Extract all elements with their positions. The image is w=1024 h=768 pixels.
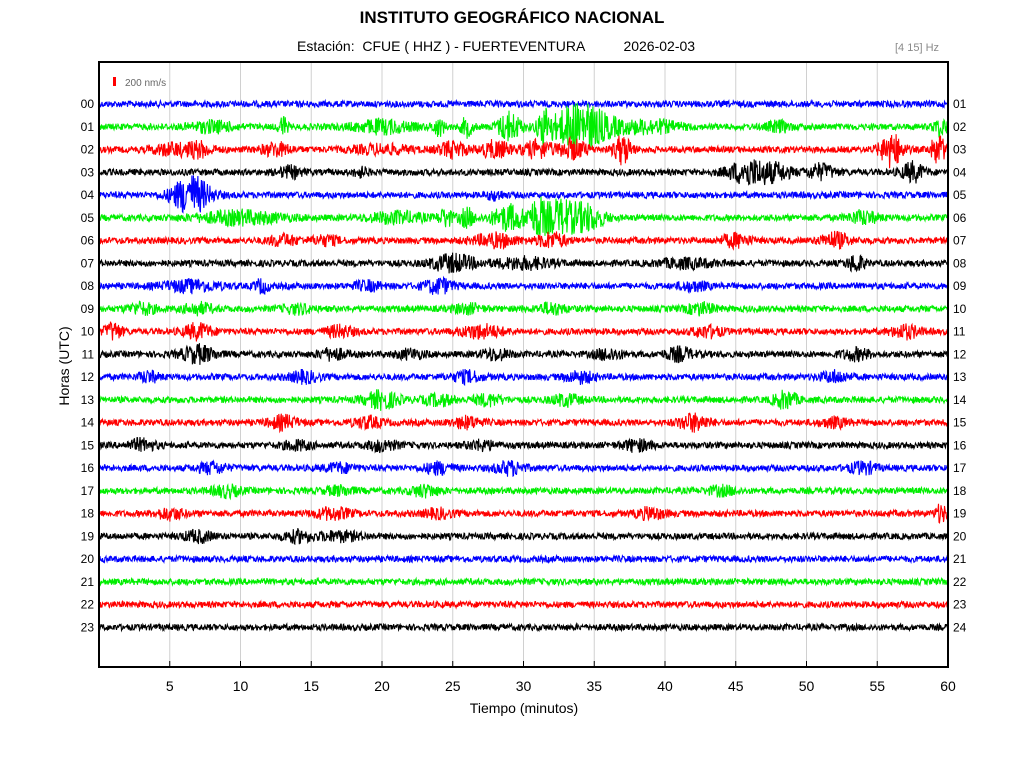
hour-label-right: 17: [953, 461, 967, 475]
hour-label-left: 13: [81, 393, 95, 407]
scale-bar: [113, 77, 116, 86]
hour-label-right: 01: [953, 97, 967, 111]
hour-label-left: 05: [81, 211, 95, 225]
hour-label-left: 08: [81, 279, 95, 293]
trace-hour-11: [98, 343, 949, 365]
trace-hour-04: [98, 175, 949, 214]
hour-label-right: 18: [953, 484, 967, 498]
trace-hour-02: [99, 134, 949, 169]
seismic-traces: [98, 98, 949, 633]
hour-label-left: 12: [81, 370, 95, 384]
trace-hour-17: [98, 483, 949, 501]
hour-label-right: 19: [953, 507, 967, 521]
trace-hour-06: [98, 230, 949, 251]
x-tick-label: 45: [728, 678, 744, 694]
hour-label-right: 15: [953, 416, 967, 430]
hour-label-left: 18: [81, 507, 95, 521]
x-axis-label: Tiempo (minutos): [469, 700, 579, 716]
hour-label-right: 10: [953, 302, 967, 316]
hour-label-left: 22: [81, 598, 95, 612]
hour-label-right: 06: [953, 211, 967, 225]
hour-label-right: 09: [953, 279, 967, 293]
hour-label-left: 10: [81, 325, 95, 339]
chart-title: INSTITUTO GEOGRÁFICO NACIONAL: [359, 8, 665, 27]
grid-lines: [169, 62, 878, 667]
trace-hour-09: [98, 300, 949, 317]
hour-label-right: 11: [953, 325, 966, 339]
x-tick-label: 30: [516, 678, 532, 694]
hour-label-right: 22: [953, 575, 967, 589]
trace-hour-01: [98, 103, 949, 153]
amplitude-scale: 200 nm/s: [113, 77, 166, 89]
hour-label-left: 20: [81, 552, 95, 566]
trace-hour-07: [98, 252, 949, 274]
right-hour-labels: 01 02 03 04 05 06 07 08 09 10 11 12 13 14 15 16 17 18 19 20…: [953, 97, 967, 634]
hour-label-left: 14: [81, 416, 95, 430]
x-tick-label: 20: [374, 678, 390, 694]
hour-label-left: 23: [81, 620, 95, 634]
hour-label-right: 05: [953, 188, 967, 202]
hour-label-left: 21: [81, 575, 95, 589]
hour-label-left: 17: [81, 484, 95, 498]
station-subtitle: Estación: CFUE ( HHZ ) - FUERTEVENTURA 2…: [297, 38, 696, 54]
hour-label-left: 01: [81, 120, 95, 134]
x-tick-label: 10: [233, 678, 249, 694]
hour-label-right: 07: [953, 234, 967, 248]
hour-label-left: 19: [81, 529, 95, 543]
hour-label-left: 03: [81, 165, 95, 179]
hour-label-left: 07: [81, 256, 95, 270]
x-tick-label: 15: [303, 678, 319, 694]
left-hour-labels: 00 01 02 03 04 05 06 07 08 09 10 11 12 13 14 15 16 17 18 19…: [81, 97, 95, 634]
hour-label-right: 02: [953, 120, 967, 134]
trace-hour-20: [98, 553, 949, 565]
hour-label-left: 09: [81, 302, 95, 316]
x-tick-label: 40: [657, 678, 673, 694]
hour-label-right: 24: [953, 620, 967, 634]
trace-hour-16: [98, 459, 949, 477]
trace-hour-23: [98, 621, 949, 633]
scale-label: 200 nm/s: [125, 78, 166, 89]
hour-label-left: 16: [81, 461, 95, 475]
trace-hour-14: [98, 412, 949, 434]
hour-label-right: 16: [953, 438, 967, 452]
hour-label-left: 06: [81, 234, 95, 248]
trace-hour-19: [98, 528, 949, 546]
trace-hour-13: [99, 389, 949, 411]
trace-hour-05: [98, 196, 949, 236]
trace-hour-12: [98, 368, 949, 387]
trace-hour-15: [98, 437, 949, 454]
x-tick-label: 60: [940, 678, 956, 694]
trace-hour-00: [98, 98, 949, 110]
hour-label-right: 20: [953, 529, 967, 543]
hour-label-right: 13: [953, 370, 967, 384]
trace-hour-18: [98, 503, 949, 524]
x-tick-labels: 5 10 15 20 25 30 35 40 45 50 55 60: [166, 661, 956, 694]
trace-hour-22: [98, 599, 949, 610]
x-tick-label: 35: [586, 678, 602, 694]
hour-label-left: 00: [81, 97, 95, 111]
filter-band-label: [4 15] Hz: [895, 42, 940, 54]
trace-hour-03: [98, 159, 949, 186]
hour-label-left: 15: [81, 438, 95, 452]
hour-label-left: 02: [81, 143, 95, 157]
x-tick-label: 25: [445, 678, 461, 694]
hour-label-left: 04: [81, 188, 95, 202]
hour-label-right: 14: [953, 393, 967, 407]
x-tick-label: 5: [166, 678, 174, 694]
hour-label-left: 11: [82, 347, 95, 361]
hour-label-right: 21: [953, 552, 967, 566]
x-tick-label: 55: [869, 678, 885, 694]
x-tick-label: 50: [799, 678, 815, 694]
hour-label-right: 08: [953, 256, 967, 270]
hour-label-right: 03: [953, 143, 967, 157]
trace-hour-10: [98, 321, 949, 342]
hour-label-right: 12: [953, 347, 967, 361]
hour-label-right: 04: [953, 165, 967, 179]
hour-label-right: 23: [953, 598, 967, 612]
trace-hour-08: [98, 275, 949, 295]
trace-hour-21: [98, 576, 949, 587]
